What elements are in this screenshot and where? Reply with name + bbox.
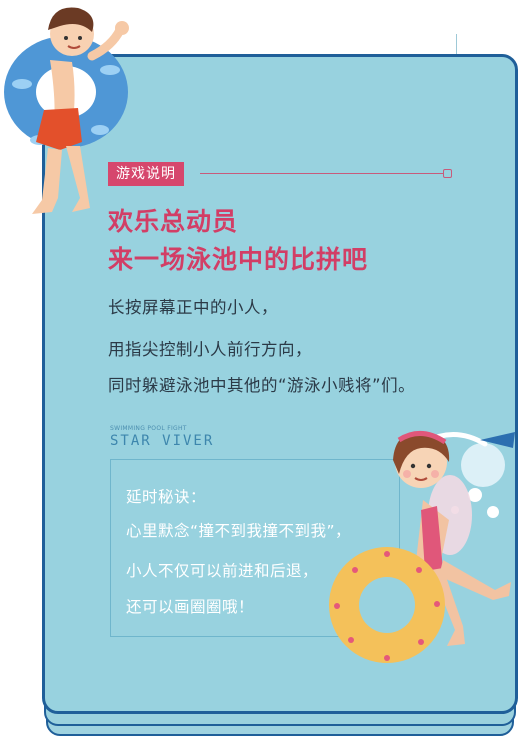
headline-line-2: 来一场泳池中的比拼吧 (108, 245, 369, 274)
tips-box (110, 459, 400, 637)
girl-with-swim-ring-illustration (329, 431, 515, 663)
brand-title: STAR VIVER (110, 433, 215, 449)
tag-divider-line (200, 173, 444, 174)
tip-line: 心里默念“撞不到我撞不到我”， (126, 522, 352, 540)
tag-line-end-marker (443, 169, 452, 178)
boy-with-swim-ring-illustration (4, 7, 129, 214)
instruction-line: 长按屏幕正中的小人， (108, 298, 278, 317)
decorative-line (456, 34, 457, 54)
tip-line: 小人不仅可以前进和后退， (126, 562, 319, 580)
section-tag: 游戏说明 (108, 162, 184, 186)
instruction-line: 用指尖控制小人前行方向， (108, 340, 312, 359)
brand-subtitle: SWIMMING POOL FIGHT (110, 425, 187, 432)
headline-line-1: 欢乐总动员 (108, 207, 239, 236)
tip-line: 还可以画圈圈哦！ (126, 598, 255, 616)
tips-title: 延时秘诀： (126, 488, 207, 506)
instruction-line: 同时躲避泳池中其他的“游泳小贱将”们。 (108, 376, 416, 395)
